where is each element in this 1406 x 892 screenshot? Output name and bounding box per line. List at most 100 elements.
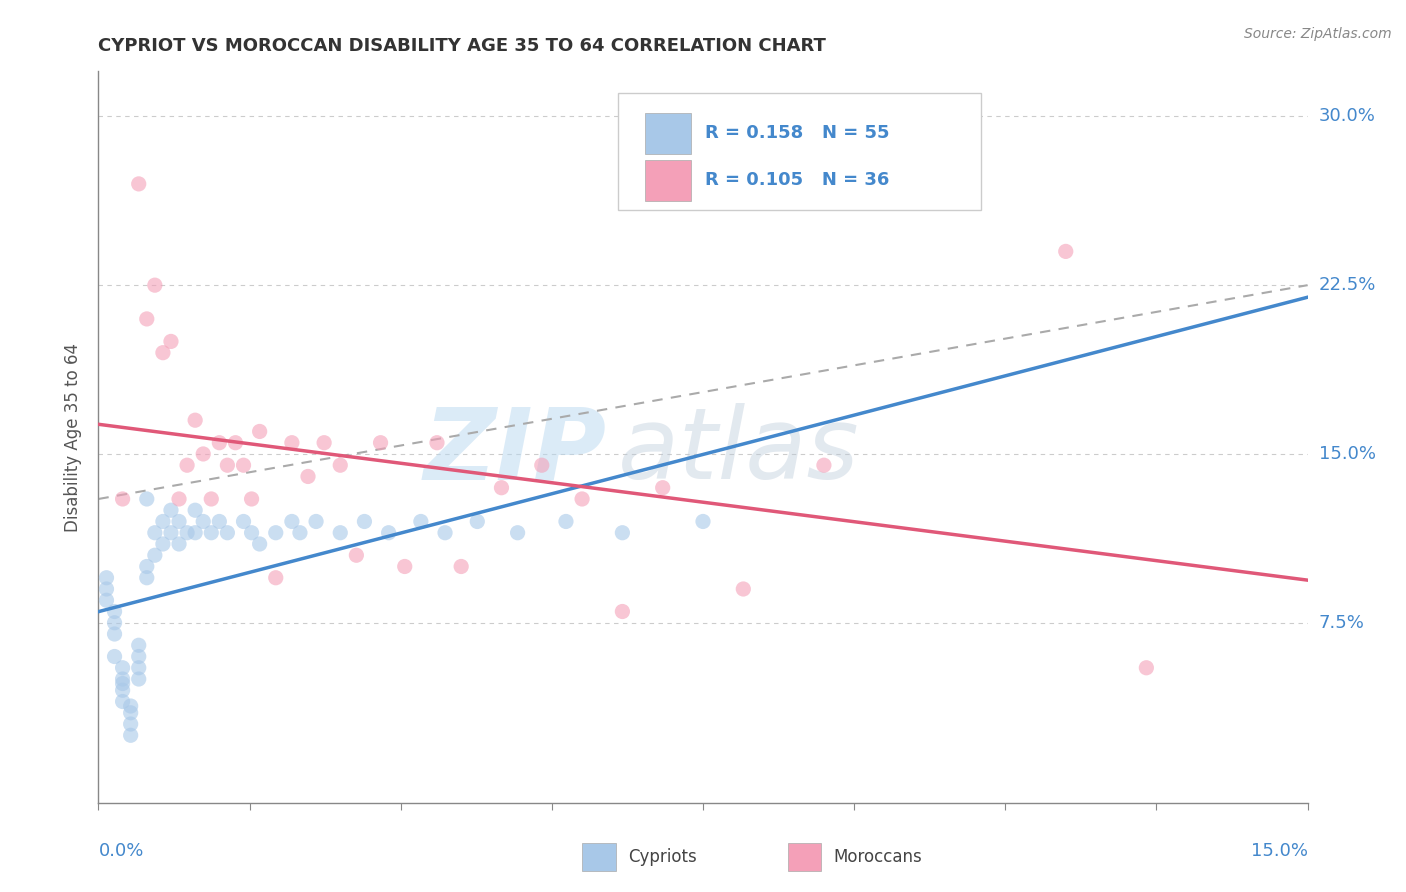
Point — [200, 491, 222, 506]
Point — [1054, 244, 1077, 259]
Point — [135, 559, 157, 574]
Point — [128, 649, 150, 664]
Point — [128, 177, 150, 191]
Point — [297, 469, 319, 483]
Point — [160, 334, 183, 349]
Point — [128, 661, 150, 675]
Point — [103, 615, 125, 630]
Text: 0.0%: 0.0% — [98, 842, 143, 860]
Text: 7.5%: 7.5% — [1319, 614, 1365, 632]
Point — [491, 481, 513, 495]
Point — [111, 676, 134, 690]
Point — [193, 515, 215, 529]
Point — [152, 537, 174, 551]
Point — [120, 699, 142, 714]
Point — [128, 638, 150, 652]
Bar — [645, 113, 690, 153]
Point — [143, 278, 166, 293]
Text: ZIP: ZIP — [423, 403, 606, 500]
Text: Source: ZipAtlas.com: Source: ZipAtlas.com — [1244, 27, 1392, 41]
Point — [143, 525, 166, 540]
Text: 30.0%: 30.0% — [1319, 107, 1375, 126]
Point — [111, 683, 134, 698]
Point — [167, 515, 190, 529]
Point — [240, 525, 263, 540]
Point — [120, 706, 142, 720]
Y-axis label: Disability Age 35 to 64: Disability Age 35 to 64 — [65, 343, 83, 532]
Point — [111, 661, 134, 675]
Point — [120, 728, 142, 742]
Point — [733, 582, 755, 596]
Point — [329, 458, 352, 473]
Point — [377, 525, 399, 540]
Point — [184, 503, 207, 517]
Point — [160, 503, 183, 517]
Point — [465, 515, 488, 529]
Point — [167, 491, 190, 506]
Point — [1135, 661, 1157, 675]
Text: Cypriots: Cypriots — [628, 848, 697, 866]
Point — [249, 425, 271, 439]
Point — [184, 525, 207, 540]
FancyBboxPatch shape — [619, 94, 981, 211]
Point — [96, 582, 118, 596]
Text: atlas: atlas — [619, 403, 860, 500]
Point — [612, 605, 634, 619]
Point — [612, 525, 634, 540]
Point — [152, 515, 174, 529]
Point — [651, 481, 673, 495]
Point — [305, 515, 328, 529]
Text: R = 0.105   N = 36: R = 0.105 N = 36 — [706, 171, 890, 189]
Point — [208, 515, 231, 529]
Point — [143, 548, 166, 562]
Point — [353, 515, 375, 529]
Point — [232, 458, 254, 473]
Point — [208, 435, 231, 450]
Point — [281, 435, 304, 450]
Point — [193, 447, 215, 461]
Point — [813, 458, 835, 473]
Point — [176, 525, 198, 540]
Text: Moroccans: Moroccans — [834, 848, 922, 866]
Point — [217, 525, 239, 540]
Point — [200, 525, 222, 540]
Point — [103, 627, 125, 641]
Point — [409, 515, 432, 529]
Text: 22.5%: 22.5% — [1319, 277, 1376, 294]
Bar — [787, 843, 821, 871]
Point — [344, 548, 367, 562]
Point — [224, 435, 246, 450]
Point — [240, 491, 263, 506]
Point — [426, 435, 449, 450]
Point — [506, 525, 529, 540]
Point — [184, 413, 207, 427]
Point — [176, 458, 198, 473]
Point — [450, 559, 472, 574]
Point — [264, 525, 287, 540]
Point — [135, 491, 157, 506]
Bar — [582, 843, 616, 871]
Point — [249, 537, 271, 551]
Point — [217, 458, 239, 473]
Point — [264, 571, 287, 585]
Point — [232, 515, 254, 529]
Point — [96, 571, 118, 585]
Bar — [645, 161, 690, 201]
Point — [281, 515, 304, 529]
Point — [135, 312, 157, 326]
Point — [167, 537, 190, 551]
Point — [288, 525, 311, 540]
Point — [111, 491, 134, 506]
Point — [152, 345, 174, 359]
Point — [120, 717, 142, 731]
Point — [434, 525, 457, 540]
Point — [692, 515, 714, 529]
Point — [111, 694, 134, 708]
Text: 15.0%: 15.0% — [1319, 445, 1375, 463]
Point — [530, 458, 553, 473]
Point — [571, 491, 593, 506]
Point — [160, 525, 183, 540]
Point — [370, 435, 392, 450]
Point — [111, 672, 134, 686]
Point — [128, 672, 150, 686]
